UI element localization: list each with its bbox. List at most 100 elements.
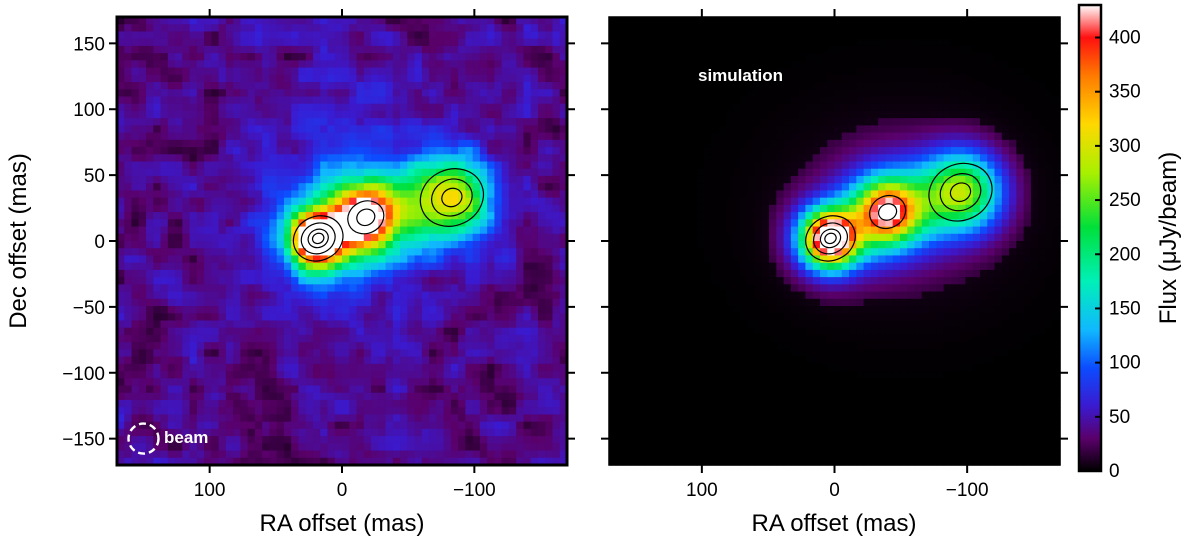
heatmap-cell (400, 356, 408, 365)
heatmap-cell (458, 110, 466, 119)
heatmap-cell (356, 24, 365, 33)
heatmap-cell (196, 110, 205, 119)
heatmap-cell (494, 154, 503, 163)
heatmap-cell (204, 45, 212, 54)
heatmap-cell (487, 399, 496, 408)
heatmap-cell (138, 161, 147, 170)
heatmap-cell (356, 190, 365, 199)
heatmap-cell (508, 212, 517, 220)
heatmap-cell (131, 147, 140, 155)
heatmap-cell (849, 110, 857, 119)
heatmap-cell (776, 125, 785, 134)
heatmap-cell (776, 74, 785, 83)
heatmap-cell (450, 24, 459, 33)
heatmap-cell (233, 82, 241, 90)
heatmap-cell (392, 147, 401, 155)
heatmap-cell (450, 89, 459, 98)
heatmap-cell (537, 96, 546, 105)
heatmap-cell (494, 31, 503, 40)
heatmap-cell (327, 190, 336, 199)
heatmap-cell (798, 38, 806, 47)
heatmap-cell (182, 183, 191, 192)
heatmap-cell (276, 96, 285, 105)
heatmap-cell (429, 392, 437, 401)
heatmap-cell (494, 110, 503, 119)
heatmap-cell (276, 161, 285, 170)
heatmap-cell (805, 96, 814, 105)
heatmap-cell (1001, 31, 1010, 40)
heatmap-cell (798, 17, 806, 25)
heatmap-cell (545, 67, 554, 76)
heatmap-cell (204, 255, 212, 264)
heatmap-cell (400, 306, 408, 314)
heatmap-cell (218, 53, 227, 61)
heatmap-cell (262, 233, 271, 242)
heatmap-cell (545, 132, 554, 141)
heatmap-cell (283, 118, 292, 126)
heatmap-cell (479, 53, 488, 61)
heatmap-cell (400, 363, 408, 372)
heatmap-cell (429, 17, 437, 25)
heatmap-cell (479, 284, 488, 293)
heatmap-cell (218, 175, 227, 184)
heatmap-cell (754, 132, 763, 141)
heatmap-cell (247, 74, 256, 83)
heatmap-cell (233, 371, 241, 379)
heatmap-cell (124, 255, 133, 264)
heatmap-cell (138, 284, 147, 293)
heatmap-cell (609, 38, 617, 47)
heatmap-cell (167, 363, 176, 372)
heatmap-cell (710, 103, 719, 112)
heatmap-cell (204, 24, 212, 33)
heatmap-cell (240, 204, 249, 213)
heatmap-cell (269, 89, 278, 98)
heatmap-cell (276, 226, 285, 235)
heatmap-cell (487, 96, 496, 105)
heatmap-cell (530, 147, 539, 155)
heatmap-cell (798, 74, 806, 83)
heatmap-cell (487, 414, 496, 423)
heatmap-cell (487, 407, 496, 416)
heatmap-cell (899, 53, 908, 61)
heatmap-cell (218, 414, 227, 423)
heatmap-cell (131, 103, 140, 112)
heatmap-cell (645, 132, 654, 141)
heatmap-cell (153, 371, 162, 379)
heatmap-cell (798, 53, 806, 61)
heatmap-cell (783, 53, 792, 61)
heatmap-cell (494, 277, 503, 285)
heatmap-cell (552, 132, 561, 141)
heatmap-cell (334, 436, 343, 444)
heatmap-cell (458, 443, 466, 452)
heatmap-cell (429, 82, 437, 90)
heatmap-cell (327, 82, 336, 90)
heatmap-cell (494, 60, 503, 69)
heatmap-cell (747, 139, 756, 148)
heatmap-cell (211, 414, 220, 423)
heatmap-cell (131, 31, 140, 40)
heatmap-cell (196, 436, 205, 444)
heatmap-cell (225, 53, 234, 61)
heatmap-cell (385, 320, 394, 329)
heatmap-cell (233, 363, 241, 372)
heatmap-cell (965, 45, 974, 54)
heatmap-cell (863, 139, 872, 148)
heatmap-cell (283, 24, 292, 33)
heatmap-cell (1001, 24, 1010, 33)
heatmap-cell (117, 212, 125, 220)
heatmap-cell (298, 291, 307, 300)
heatmap-cell (334, 45, 343, 54)
heatmap-cell (312, 38, 321, 47)
heatmap-cell (458, 291, 466, 300)
heatmap-cell (516, 407, 525, 416)
heatmap-cell (225, 320, 234, 329)
heatmap-cell (160, 38, 169, 47)
heatmap-cell (356, 248, 365, 257)
heatmap-cell (929, 17, 937, 25)
heatmap-cell (776, 53, 785, 61)
heatmap-cell (436, 139, 445, 148)
heatmap-cell (552, 139, 561, 148)
heatmap-cell (1030, 132, 1039, 141)
heatmap-cell (363, 139, 372, 148)
heatmap-cell (312, 24, 321, 33)
